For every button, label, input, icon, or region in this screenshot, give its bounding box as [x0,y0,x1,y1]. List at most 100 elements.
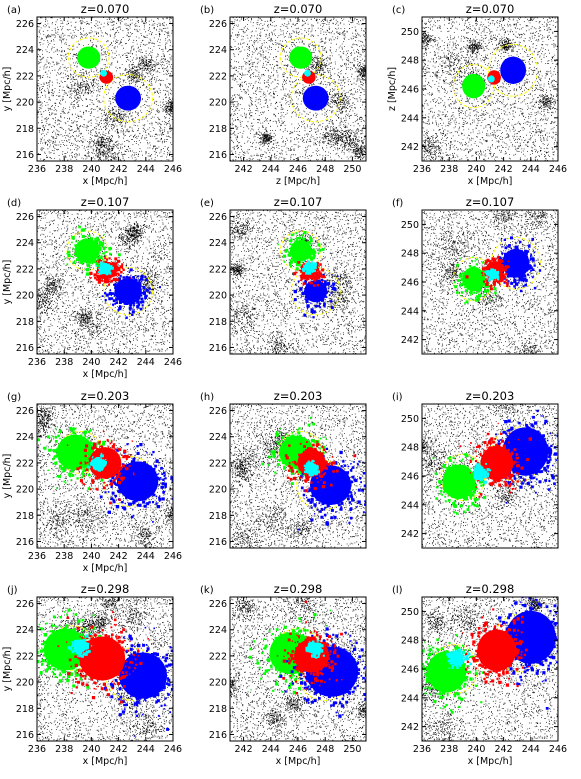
panel-label: (c) [392,5,405,16]
y-tick-label: 216 [16,730,34,741]
x-tick-label: 246 [164,744,182,755]
y-tick-label: 250 [401,607,419,618]
y-tick-label: 248 [401,56,419,67]
x-tick-label: 240 [467,164,485,175]
panel-g: 236 238 240 242 244 246 216 218 220 222 224 226 (g) z… [2,389,182,574]
x-tick-label: 244 [137,551,155,562]
y-tick-label: 220 [209,678,227,689]
y-tick-label: 220 [16,485,34,496]
cyan-particle-blob [446,648,472,669]
x-tick-label: 236 [413,744,431,755]
x-tick-label: 246 [289,164,307,175]
green-particle-blob [432,453,487,515]
particles [422,210,558,354]
y-axis-label: z [Mpc/h] [387,67,398,111]
y-tick-label: 246 [401,665,419,676]
particles [37,17,173,161]
y-tick-label: 224 [16,432,34,443]
y-tick-label: 222 [209,264,227,275]
x-tick-label: 246 [549,744,567,755]
plot-frame [36,16,174,162]
y-tick-label: 220 [16,98,34,109]
panel-e: 216 218 220 222 224 226 (e) z=0.107 [200,195,367,355]
y-tick-label: 246 [401,85,419,96]
y-tick-label: 222 [209,71,227,82]
cyan-particle-blob [473,462,492,484]
y-tick-label: 220 [209,98,227,109]
particle-field [230,17,366,161]
x-tick-label: 238 [55,357,73,368]
plot-frame [36,209,174,355]
cyan-particle-blob [95,261,114,276]
halo-radius-circle-2 [103,74,154,123]
x-tick-label: 236 [28,164,46,175]
y-tick-label: 222 [16,458,34,469]
y-tick-label: 218 [16,511,34,522]
plot-area [422,210,558,354]
green-particle-blob [64,225,121,276]
y-tick-label: 248 [401,443,419,454]
blue-particle-blob [500,56,527,84]
y-axis-label: y [Mpc/h] [2,260,13,305]
particles [37,210,173,354]
cyan-particle-blob [304,70,311,77]
panel-title: z=0.203 [466,389,515,403]
y-tick-label: 216 [16,537,34,548]
particles [230,17,366,161]
panel-i: 242 244 246 248 250 (i) z=0.203 [392,389,559,549]
halo-radius-circle-2 [490,236,541,290]
x-axis-label: z [Mpc/h] [276,176,320,187]
y-tick-label: 242 [401,529,419,540]
x-tick-label: 242 [235,744,253,755]
y-tick-label: 222 [16,651,34,662]
panel-j: 236 238 240 242 244 246 216 218 220 222 224 226 (j) z… [2,582,182,767]
green-particle-blob [462,73,486,99]
panel-title: z=0.298 [274,582,323,596]
x-tick-label: 244 [137,164,155,175]
panel-title: z=0.070 [466,2,515,16]
x-axis-label: x [Mpc/h] [276,756,321,767]
cyan-particle-blob [487,75,495,83]
panel-label: (h) [200,392,214,403]
cyan-particle-blob [67,633,93,658]
x-tick-label: 238 [440,744,458,755]
x-axis-label: x [Mpc/h] [83,756,128,767]
panel-title: z=0.070 [274,2,323,16]
y-axis-label: y [Mpc/h] [2,67,13,112]
x-tick-label: 240 [82,744,100,755]
y-tick-label: 216 [16,150,34,161]
halo-radius-circle-1 [279,37,322,78]
y-tick-label: 220 [209,485,227,496]
red-particle-blob [57,611,149,704]
y-tick-label: 224 [209,45,227,56]
x-axis-label: x [Mpc/h] [468,756,513,767]
panel-label: (i) [392,392,403,403]
x-tick-label: 250 [343,744,361,755]
x-tick-label: 240 [82,164,100,175]
y-tick-label: 218 [16,704,34,715]
y-tick-label: 220 [16,678,34,689]
panel-label: (l) [392,585,403,596]
y-tick-label: 216 [209,730,227,741]
x-axis-label: x [Mpc/h] [83,369,128,380]
y-tick-label: 224 [209,625,227,636]
y-tick-label: 244 [401,693,419,704]
x-tick-label: 242 [235,164,253,175]
y-tick-label: 218 [16,317,34,328]
x-tick-label: 244 [262,164,280,175]
x-tick-label: 244 [262,744,280,755]
panel-title: z=0.070 [81,2,130,16]
x-tick-label: 250 [343,164,361,175]
particle-field [230,404,366,548]
y-tick-label: 250 [401,220,419,231]
panel-label: (a) [7,5,21,16]
y-tick-label: 242 [401,722,419,733]
x-tick-label: 242 [110,744,128,755]
particle-field [37,210,173,354]
blue-particle-blob [99,443,173,523]
cyan-particle-blob [303,459,320,477]
panel-k: 242 244 246 248 250 216 218 220 222 224 226 (k) z=0.… [200,582,367,767]
y-tick-label: 222 [209,458,227,469]
x-tick-label: 238 [440,164,458,175]
